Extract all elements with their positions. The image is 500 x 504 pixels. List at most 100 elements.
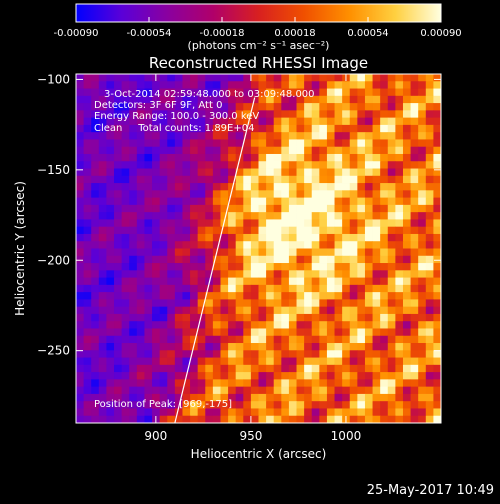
heatmap-cell [326, 372, 335, 380]
heatmap-cell [326, 241, 335, 249]
heatmap-cell [212, 299, 221, 308]
heatmap-cell [220, 328, 229, 337]
heatmap-cell [250, 175, 259, 184]
heatmap-cell [258, 190, 267, 199]
heatmap-cell [197, 175, 206, 184]
heatmap-cell [425, 110, 434, 119]
heatmap-cell [205, 197, 214, 206]
heatmap-cell [235, 386, 244, 395]
heatmap-cell [136, 233, 145, 242]
heatmap-cell [235, 110, 244, 119]
heatmap-cell [425, 255, 434, 264]
heatmap-cell [182, 168, 191, 177]
heatmap-cell [197, 204, 206, 213]
heatmap-cell [357, 292, 366, 300]
heatmap-cell [106, 248, 115, 257]
heatmap-cell [212, 139, 221, 148]
heatmap-cell [250, 132, 259, 140]
heatmap-cell [334, 204, 343, 213]
heatmap-cell [83, 161, 92, 169]
heatmap-cell [402, 357, 411, 366]
heatmap-cell [91, 263, 100, 271]
heatmap-cell [349, 393, 358, 402]
heatmap-cell [228, 328, 237, 337]
heatmap-cell [395, 175, 404, 184]
heatmap-cell [357, 74, 366, 82]
heatmap-cell [167, 263, 176, 271]
heatmap-cell [372, 408, 381, 417]
heatmap-cell [250, 248, 259, 257]
heatmap-cell [152, 277, 161, 286]
heatmap-cell [167, 393, 176, 402]
heatmap-cell [136, 139, 145, 148]
heatmap-cell [197, 95, 206, 104]
heatmap-cell [182, 219, 191, 228]
heatmap-cell [129, 277, 138, 286]
heatmap-cell [250, 219, 259, 228]
heatmap-cell [159, 277, 168, 286]
heatmap-cell [205, 190, 214, 199]
heatmap-cell [228, 321, 237, 329]
heatmap-cell [235, 241, 244, 249]
heatmap-cell [182, 292, 191, 300]
heatmap-cell [250, 88, 259, 97]
heatmap-cell [326, 132, 335, 140]
heatmap-cell [395, 364, 404, 373]
heatmap-cell [197, 415, 206, 423]
heatmap-cell [83, 190, 92, 199]
heatmap-cell [243, 328, 252, 337]
heatmap-cell [357, 124, 366, 133]
heatmap-cell [76, 328, 85, 337]
heatmap-cell [357, 335, 366, 344]
heatmap-cell [159, 357, 168, 366]
heatmap-cell [243, 248, 252, 257]
heatmap-cell [182, 415, 191, 423]
heatmap-cell [273, 401, 282, 409]
heatmap-cell [190, 190, 199, 199]
heatmap-cell [250, 321, 259, 329]
heatmap-cell [372, 284, 381, 293]
heatmap-cell [273, 263, 282, 271]
heatmap-cell [311, 350, 320, 358]
heatmap-cell [364, 226, 373, 235]
heatmap-cell [121, 248, 130, 257]
heatmap-cell [334, 386, 343, 395]
heatmap-cell [121, 343, 130, 351]
heatmap-cell [410, 277, 419, 286]
heatmap-cell [250, 74, 259, 82]
heatmap-cell [76, 132, 85, 140]
heatmap-cell [334, 292, 343, 300]
heatmap-cell [304, 233, 313, 242]
plot-frame [75, 73, 442, 424]
heatmap-cell [235, 292, 244, 300]
heatmap-cell [190, 393, 199, 402]
heatmap-cell [296, 233, 305, 242]
heatmap-cell [220, 175, 229, 184]
heatmap-cell [220, 284, 229, 293]
heatmap-cell [205, 284, 214, 293]
heatmap-cell [334, 233, 343, 242]
heatmap-cell [357, 357, 366, 366]
heatmap-cell [182, 241, 191, 249]
heatmap-cell [273, 357, 282, 366]
heatmap-cell [349, 146, 358, 155]
heatmap-cell [418, 146, 427, 155]
heatmap-cell [144, 219, 153, 228]
heatmap-cell [387, 408, 396, 417]
heatmap-cell [425, 284, 434, 293]
heatmap-cell [152, 95, 161, 104]
colorbar-tick-label: 0.00018 [274, 28, 315, 39]
heatmap-cell [342, 88, 351, 97]
heatmap-cell [296, 197, 305, 206]
heatmap-cell [425, 335, 434, 344]
heatmap-cell [106, 415, 115, 423]
heatmap-cell [296, 117, 305, 126]
heatmap-cell [357, 299, 366, 308]
heatmap-cell [220, 117, 229, 126]
heatmap-cell [205, 313, 214, 322]
heatmap-cell [273, 393, 282, 402]
heatmap-cell [235, 183, 244, 191]
heatmap-cell [281, 95, 290, 104]
heatmap-cell [410, 241, 419, 249]
heatmap-cell [190, 408, 199, 417]
